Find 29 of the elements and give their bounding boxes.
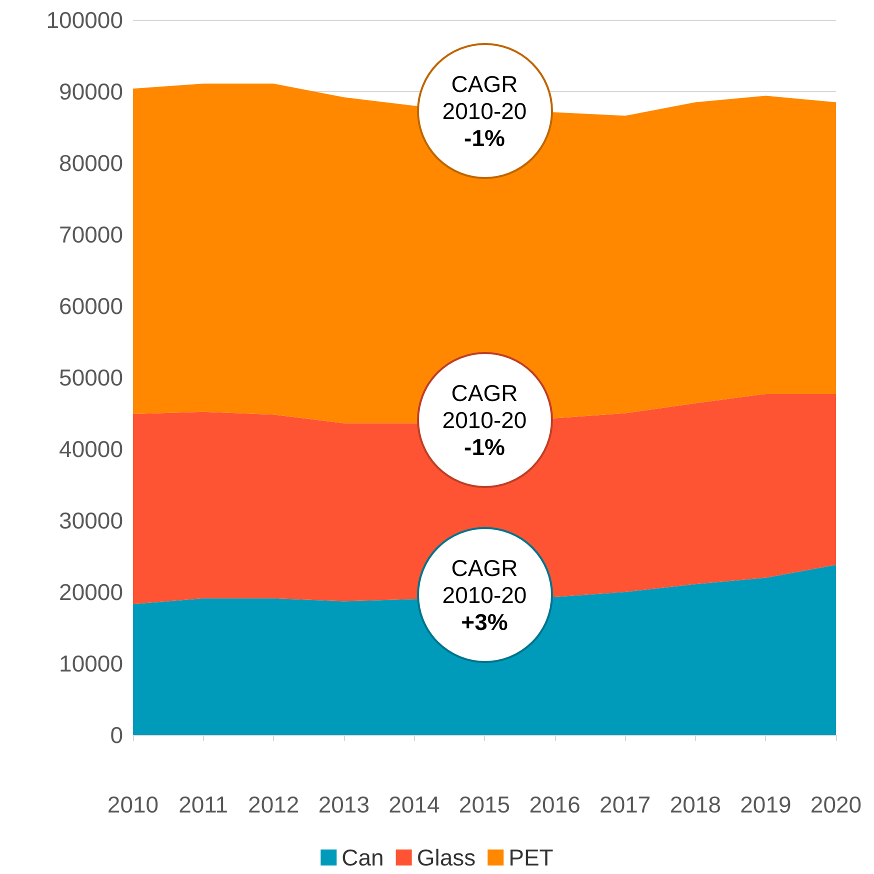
y-tick-label: 40000 bbox=[59, 436, 123, 462]
y-tick-label: 0 bbox=[110, 722, 123, 748]
x-tick-label: 2012 bbox=[248, 792, 300, 818]
annotation: CAGR 2010-20 +3% bbox=[442, 554, 527, 636]
y-tick-label: 30000 bbox=[59, 508, 123, 534]
x-tick-label: 2014 bbox=[388, 792, 440, 818]
x-tick-label: 2010 bbox=[107, 792, 159, 818]
x-tick-label: 2016 bbox=[529, 792, 580, 818]
legend-label: Can bbox=[342, 844, 384, 870]
circle-badge: CAGR 2010-20 -1% bbox=[416, 43, 552, 179]
annotation: CAGR 2010-20 -1% bbox=[442, 380, 527, 460]
x-tick-label: 2015 bbox=[458, 792, 510, 818]
y-tick-label: 70000 bbox=[59, 222, 123, 248]
y-tick-label: 20000 bbox=[59, 579, 123, 605]
x-tick-label: 2017 bbox=[600, 792, 651, 818]
x-tick-label: 2020 bbox=[810, 792, 862, 818]
y-tick-label: 10000 bbox=[59, 650, 123, 676]
legend-label: Glass bbox=[416, 844, 476, 870]
y-tick-label: 90000 bbox=[59, 78, 123, 104]
legend-label: PET bbox=[508, 844, 554, 870]
y-tick-label: 80000 bbox=[59, 150, 123, 176]
y-tick-label: 50000 bbox=[59, 364, 123, 390]
x-tick-label: 2019 bbox=[740, 792, 792, 818]
y-tick-label: 60000 bbox=[59, 293, 123, 319]
annotation: CAGR 2010-20 -1% bbox=[442, 70, 527, 152]
x-tick-label: 2018 bbox=[670, 792, 721, 818]
x-tick-label: 2011 bbox=[178, 792, 228, 818]
y-tick-label: 100000 bbox=[46, 7, 123, 33]
x-tick-label: 2013 bbox=[318, 792, 370, 818]
